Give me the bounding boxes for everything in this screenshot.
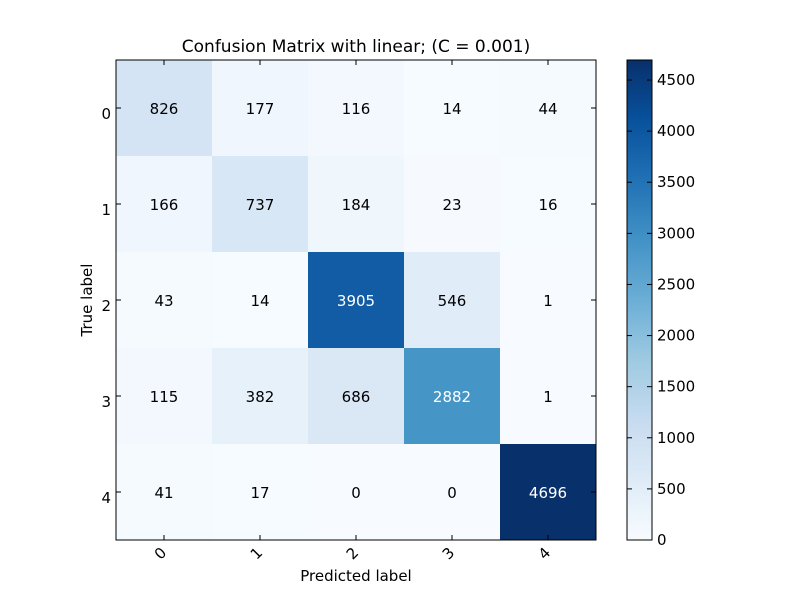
colorbar-tick-label: 0 <box>657 531 667 549</box>
heatmap-cell <box>404 60 501 157</box>
heatmap-cell <box>500 60 597 157</box>
heatmap-cell <box>116 252 213 349</box>
cell-value-label: 826 <box>150 100 179 118</box>
heatmap-cell <box>116 156 213 253</box>
y-tick-label: 3 <box>101 393 111 411</box>
cell-value-label: 4696 <box>529 484 567 502</box>
cell-value-label: 737 <box>246 196 275 214</box>
heatmap-cell <box>308 156 405 253</box>
colorbar-tick-label: 500 <box>657 480 686 498</box>
cell-value-label: 177 <box>246 100 275 118</box>
colorbar-tick-label: 2000 <box>657 327 695 345</box>
x-tick-label: 0 <box>151 544 170 563</box>
x-tick-label: 1 <box>247 544 266 563</box>
heatmap-cell <box>212 444 309 541</box>
cell-value-label: 41 <box>154 484 173 502</box>
cell-value-label: 14 <box>442 100 461 118</box>
heatmap-cell <box>308 60 405 157</box>
cell-value-label: 116 <box>342 100 371 118</box>
heatmap-cell <box>404 156 501 253</box>
colorbar-tick-label: 3000 <box>657 224 695 242</box>
cell-value-label: 44 <box>538 100 557 118</box>
x-tick-label: 3 <box>439 544 458 563</box>
chart-title: Confusion Matrix with linear; (C = 0.001… <box>182 37 530 57</box>
heatmap-cell <box>308 252 405 349</box>
cell-value-label: 17 <box>250 484 269 502</box>
cell-value-label: 1 <box>543 292 553 310</box>
heatmap-cell <box>404 252 501 349</box>
colorbar-tick-label: 2500 <box>657 275 695 293</box>
heatmap-cell <box>212 156 309 253</box>
cell-value-label: 0 <box>447 484 457 502</box>
cell-value-label: 382 <box>246 388 275 406</box>
heatmap-cell <box>308 348 405 445</box>
colorbar-tick-label: 1000 <box>657 429 695 447</box>
colorbar-ticks: 0 500 1000 1500 2000 2500 3000 3500 4000 4500 <box>627 71 695 549</box>
heatmap-cell <box>500 348 597 445</box>
colorbar-tick-label: 4000 <box>657 122 695 140</box>
heatmap-cell <box>404 348 501 445</box>
x-tick-label: 2 <box>343 544 362 563</box>
colorbar-tick-label: 3500 <box>657 173 695 191</box>
heatmap-cell <box>500 444 597 541</box>
cell-value-label: 686 <box>342 388 371 406</box>
cell-value-label: 14 <box>250 292 269 310</box>
cell-value-label: 23 <box>442 196 461 214</box>
y-tick-label: 0 <box>101 105 111 123</box>
cell-value-label: 184 <box>342 196 371 214</box>
cell-value-label: 16 <box>538 196 557 214</box>
cell-value-label: 166 <box>150 196 179 214</box>
heatmap-cell <box>500 252 597 349</box>
colorbar-gradient <box>626 59 653 541</box>
cell-value-label: 43 <box>154 292 173 310</box>
heatmap-cell <box>116 60 213 157</box>
cell-value-label: 1 <box>543 388 553 406</box>
cell-value-label: 546 <box>438 292 467 310</box>
colorbar: 0 500 1000 1500 2000 2500 3000 3500 4000 4500 <box>626 59 695 549</box>
cell-value-label: 2882 <box>433 388 471 406</box>
y-tick-label: 2 <box>101 297 111 315</box>
heatmap-cell <box>212 252 309 349</box>
colorbar-tick-label: 1500 <box>657 378 695 396</box>
heatmap-cell <box>212 60 309 157</box>
colorbar-tick-label: 4500 <box>657 71 695 89</box>
heatmap-cell <box>116 348 213 445</box>
cell-value-label: 115 <box>150 388 179 406</box>
y-axis-label: True label <box>78 264 96 338</box>
heatmap-cells <box>116 60 597 541</box>
y-tick-label: 1 <box>101 201 111 219</box>
cell-value-label: 0 <box>351 484 361 502</box>
cell-value-label: 3905 <box>337 292 375 310</box>
heatmap-cell <box>308 444 405 541</box>
x-axis-label: Predicted label <box>300 567 411 585</box>
heatmap-cell <box>500 156 597 253</box>
heatmap-cell <box>212 348 309 445</box>
x-tick-label: 4 <box>535 544 554 563</box>
heatmap-cell <box>404 444 501 541</box>
y-tick-label: 4 <box>101 489 111 507</box>
heatmap-cell <box>116 444 213 541</box>
